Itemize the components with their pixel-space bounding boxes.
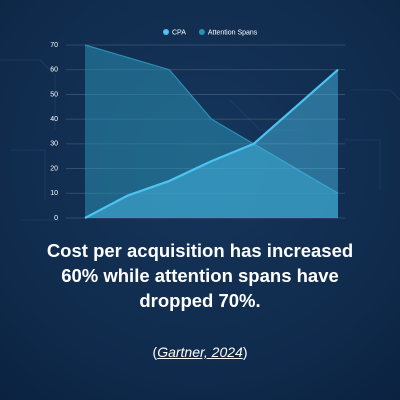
y-tick-label: 30 bbox=[50, 141, 58, 148]
y-tick-label: 20 bbox=[50, 165, 58, 172]
legend-label: Attention Spans bbox=[208, 29, 258, 36]
y-tick-label: 10 bbox=[50, 190, 58, 197]
y-tick-label: 50 bbox=[50, 91, 58, 98]
legend-marker bbox=[198, 29, 205, 35]
line bbox=[84, 68, 339, 219]
y-tick-label: 60 bbox=[50, 67, 58, 74]
y-tick-label: 40 bbox=[50, 116, 58, 123]
y-tick-label: 0 bbox=[54, 215, 58, 222]
legend-marker bbox=[163, 29, 169, 35]
area bbox=[85, 69, 338, 218]
source-open: ( bbox=[152, 344, 158, 360]
circuit-decoration bbox=[0, 59, 400, 221]
y-tick-label: 70 bbox=[50, 42, 58, 49]
source-close: ) bbox=[242, 344, 248, 360]
chart: 0 10 20 30 40 50 60 70 CPA Attention Spans bbox=[0, 29, 400, 222]
headline: Cost per acquisition has increased 60% w… bbox=[46, 240, 354, 311]
legend-label: CPA bbox=[172, 29, 186, 36]
source-link[interactable]: Gartner, 2024 bbox=[157, 344, 243, 360]
source: (Gartner, 2024) bbox=[0, 344, 400, 360]
line bbox=[84, 44, 339, 194]
area bbox=[85, 45, 338, 218]
